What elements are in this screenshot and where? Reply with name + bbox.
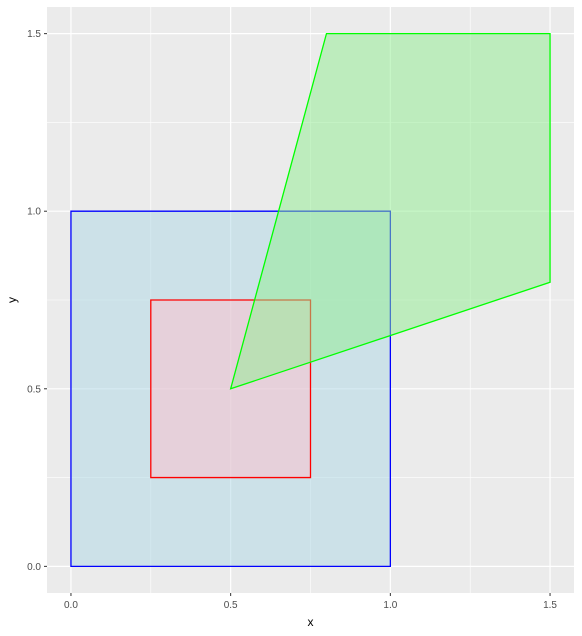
- y-axis-ticks: 0.0 0.5 1.0 1.5: [27, 29, 47, 573]
- y-tick-label: 1.5: [27, 29, 41, 40]
- y-axis-title: y: [5, 297, 19, 303]
- x-tick-label: 1.0: [383, 600, 397, 611]
- y-tick-label: 0.5: [27, 384, 41, 395]
- x-axis-ticks: 0.0 0.5 1.0 1.5: [64, 593, 557, 611]
- x-tick-label: 0.0: [64, 600, 78, 611]
- green-polygon-polygon: [229, 32, 551, 390]
- x-tick-label: 1.5: [543, 600, 557, 611]
- x-tick-label: 0.5: [224, 600, 238, 611]
- polygons: [70, 32, 551, 568]
- y-tick-label: 0.0: [27, 562, 41, 573]
- x-axis-title: x: [308, 615, 314, 629]
- y-tick-label: 1.0: [27, 207, 41, 218]
